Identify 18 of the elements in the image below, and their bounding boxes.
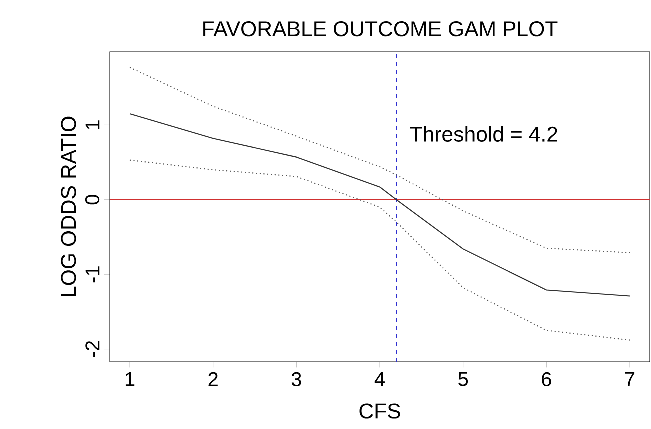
x-tick-label: 2	[208, 372, 218, 386]
chart-title: FAVORABLE OUTCOME GAM PLOT	[204, 22, 558, 37]
x-tick-label: 5	[458, 372, 468, 386]
y-axis-title: LOG ODDS RATIO	[61, 116, 76, 296]
y-tick-label: 0	[85, 195, 100, 205]
x-tick-label: 1	[126, 372, 135, 386]
x-tick-label: 7	[625, 372, 635, 386]
x-axis-title: CFS	[360, 404, 400, 419]
line-series	[129, 67, 631, 254]
y-tick-label: -2	[86, 341, 100, 358]
line-series	[129, 160, 631, 341]
x-tick-label: 3	[292, 372, 302, 387]
x-tick-label: 4	[374, 372, 385, 386]
x-tick-label: 6	[542, 372, 552, 387]
ref-line-label: Threshold = 4.2	[410, 126, 558, 142]
y-tick-label: -1	[86, 266, 100, 283]
line-series	[129, 113, 631, 297]
y-tick-label: 1	[86, 120, 100, 130]
